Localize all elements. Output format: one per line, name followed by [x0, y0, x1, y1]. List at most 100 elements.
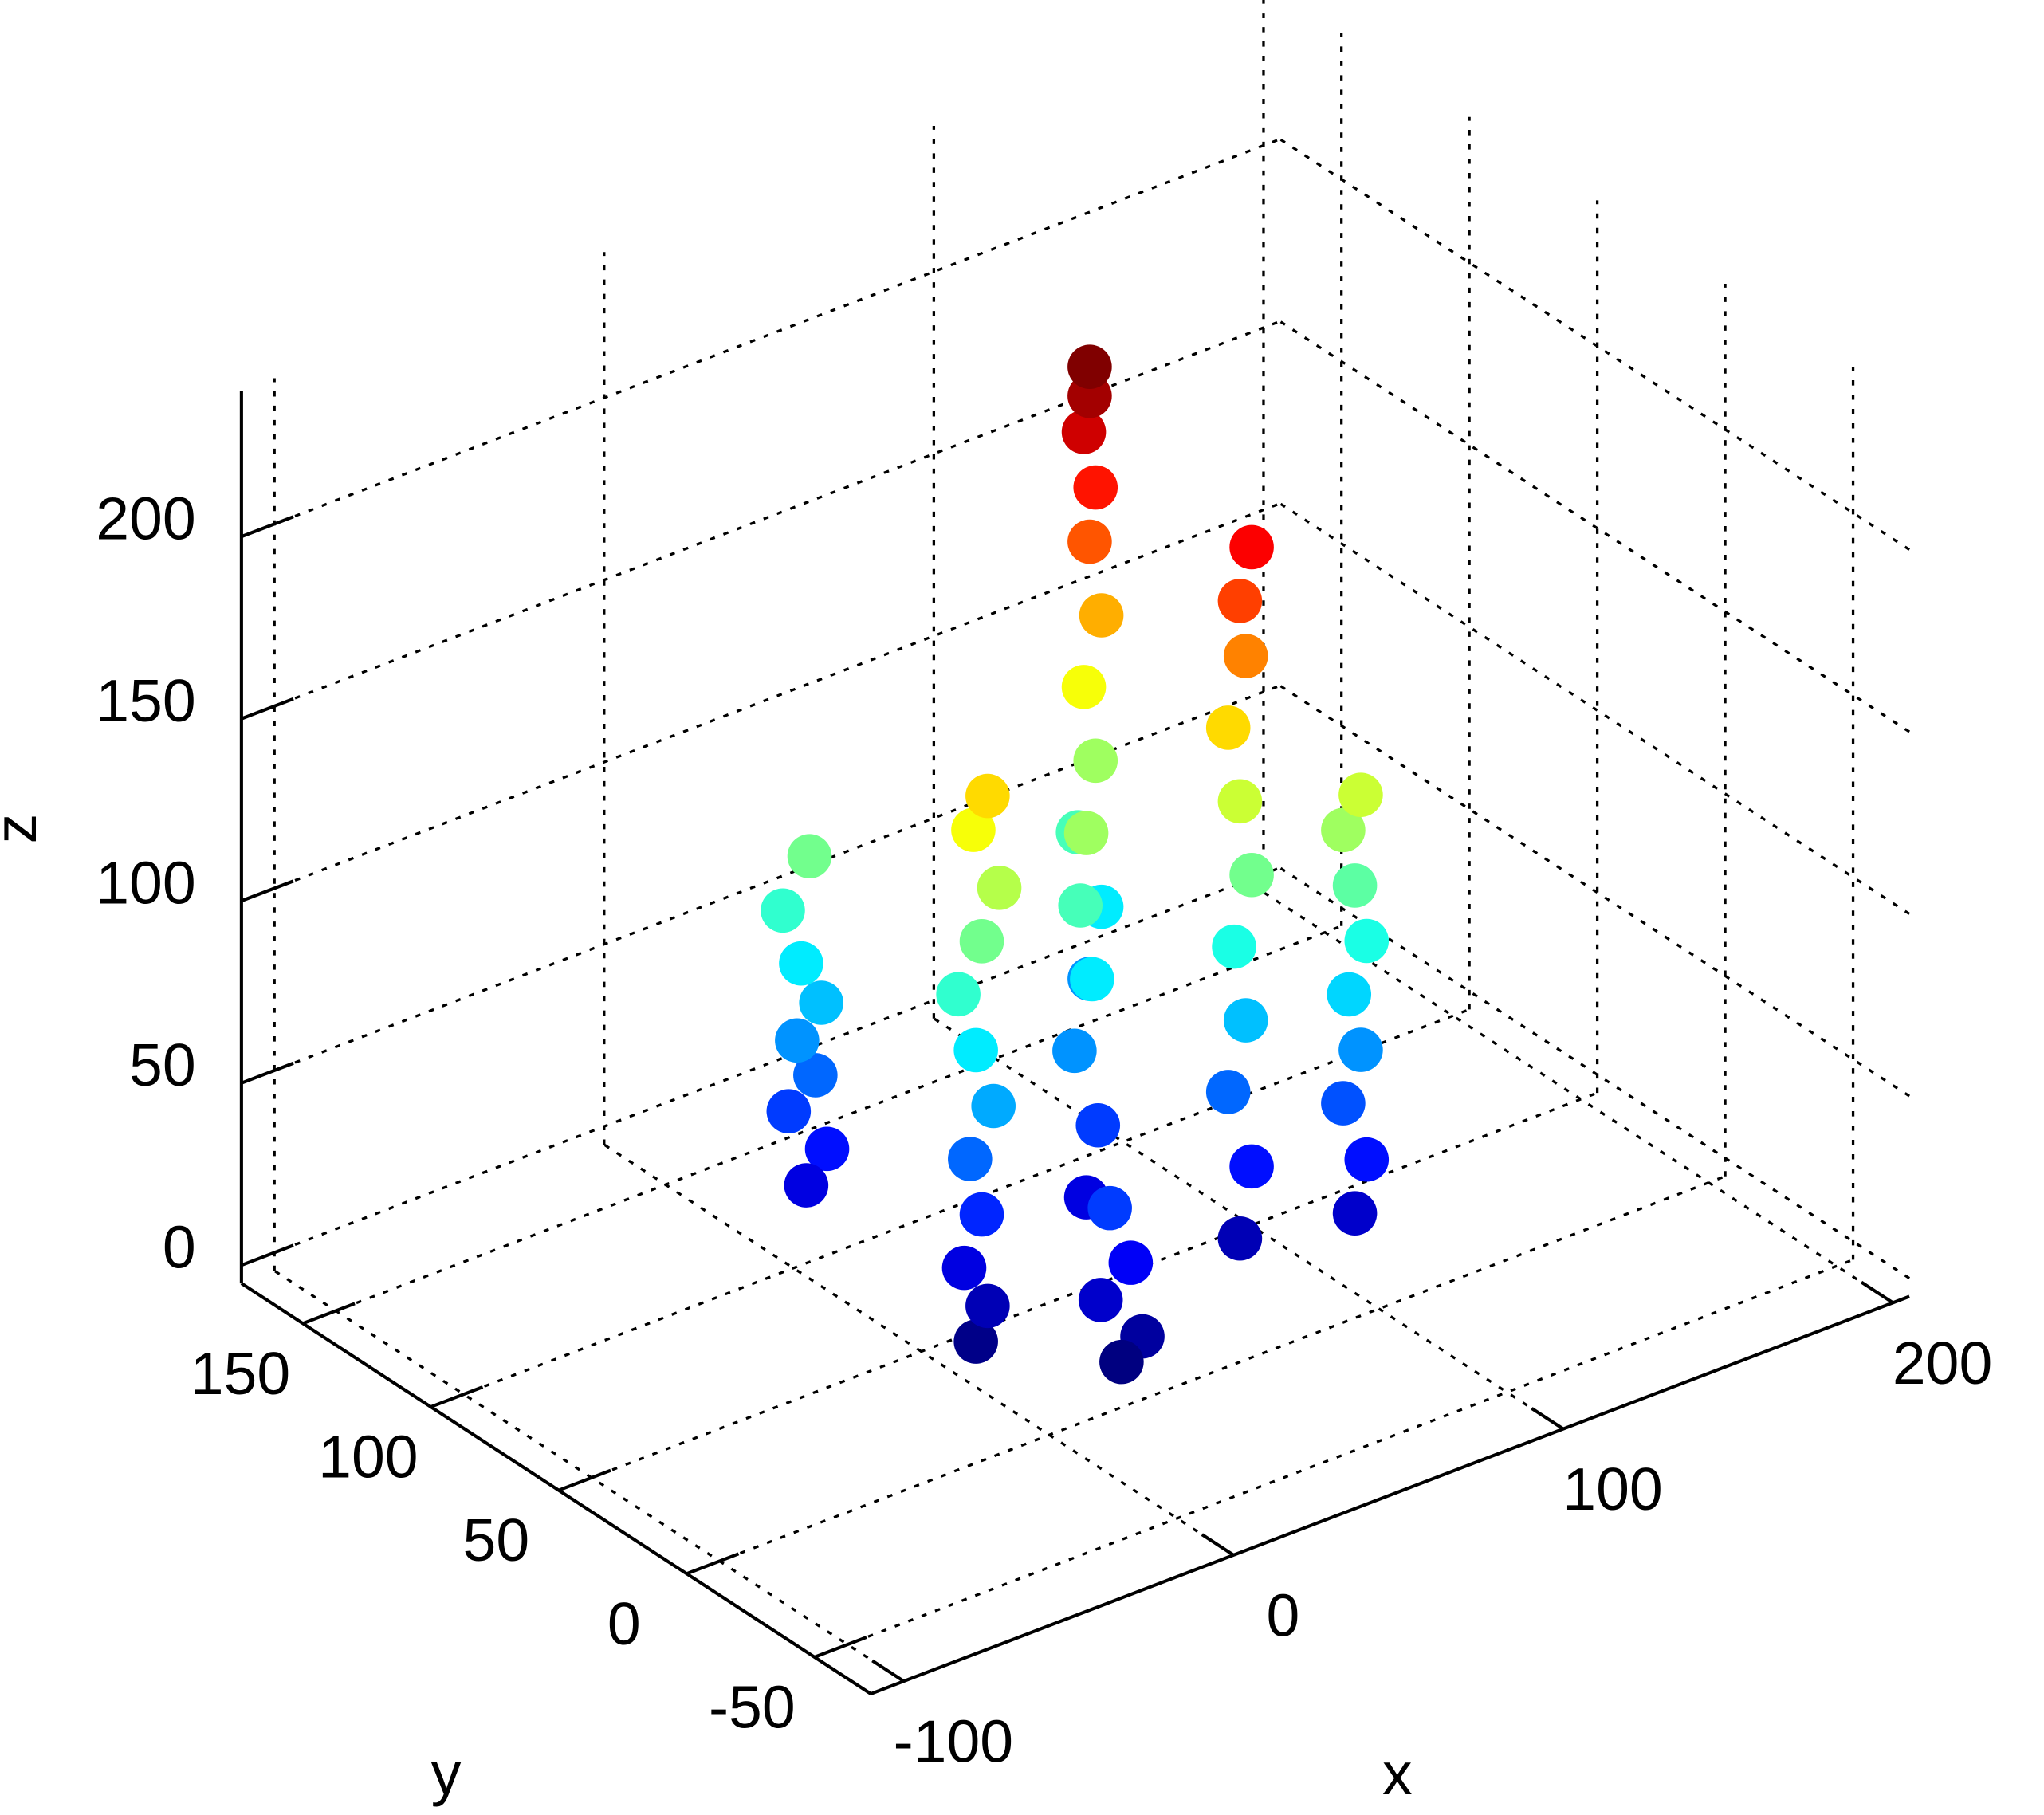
- point: [959, 919, 1004, 964]
- x-tick: [1860, 1280, 1894, 1305]
- y-axis: [240, 1282, 872, 1695]
- point: [1217, 779, 1263, 824]
- point: [1087, 1185, 1132, 1231]
- y-tick-label: 150: [191, 1340, 290, 1407]
- y-tick: [558, 1468, 611, 1492]
- point: [1344, 1137, 1390, 1182]
- point: [953, 1027, 998, 1073]
- point: [948, 1137, 993, 1181]
- point: [1229, 852, 1274, 898]
- x-tick-label: 200: [1893, 1330, 1992, 1397]
- point: [1332, 1191, 1378, 1236]
- grid-line: [1279, 320, 1911, 733]
- point: [761, 888, 805, 933]
- grid-line: [241, 138, 1281, 538]
- point: [941, 1245, 987, 1291]
- z-axis-label: z: [0, 814, 49, 844]
- point: [1061, 665, 1107, 709]
- point: [953, 1319, 998, 1364]
- z-tick: [241, 1243, 294, 1267]
- z-tick-label: 0: [163, 1214, 196, 1281]
- point: [1217, 579, 1263, 623]
- x-tick: [871, 1659, 905, 1683]
- point: [1344, 918, 1390, 964]
- point: [1205, 705, 1251, 750]
- point: [1099, 1339, 1144, 1385]
- point: [951, 807, 996, 852]
- point: [971, 1083, 1016, 1129]
- z-tick-label: 200: [96, 485, 195, 552]
- point: [1058, 883, 1103, 928]
- point: [1327, 972, 1372, 1017]
- grid-line: [241, 684, 1281, 1085]
- point: [1108, 1240, 1154, 1285]
- z-tick-label: 50: [129, 1031, 196, 1098]
- grid-line: [1279, 866, 1911, 1279]
- y-tick: [430, 1385, 484, 1408]
- point: [977, 866, 1022, 910]
- point: [1078, 1278, 1123, 1322]
- point: [1223, 634, 1268, 678]
- point: [1321, 807, 1366, 853]
- x-axis: [870, 1294, 1910, 1695]
- point: [1338, 772, 1383, 817]
- y-tick: [686, 1552, 740, 1576]
- grid-line: [1263, 891, 1894, 1304]
- point: [1338, 1027, 1383, 1072]
- y-tick-label: 100: [318, 1423, 418, 1490]
- grid-line: [273, 1269, 905, 1683]
- z-tick: [241, 879, 294, 903]
- point: [1212, 924, 1256, 969]
- point: [965, 1283, 1010, 1329]
- point: [1332, 863, 1378, 908]
- point: [766, 1089, 812, 1133]
- z-tick-label: 100: [96, 850, 195, 917]
- grid-line: [430, 1008, 1470, 1408]
- grid-line: [603, 1143, 1235, 1557]
- z-tick: [241, 515, 294, 539]
- point: [1075, 1102, 1121, 1148]
- grid-line: [1279, 684, 1911, 1098]
- grid-line: [241, 320, 1281, 721]
- y-tick: [814, 1636, 867, 1659]
- point: [1052, 1028, 1097, 1074]
- point: [779, 941, 823, 986]
- point: [936, 972, 981, 1017]
- grid-line: [241, 502, 1281, 902]
- x-tick: [1201, 1533, 1235, 1557]
- point: [1229, 1144, 1274, 1189]
- y-tick-label: 0: [607, 1590, 641, 1657]
- point: [1063, 811, 1109, 855]
- point: [804, 1126, 850, 1172]
- point: [1229, 524, 1274, 570]
- grid-line: [558, 1091, 1598, 1492]
- point: [1073, 465, 1118, 510]
- point: [799, 980, 843, 1025]
- y-tick: [302, 1302, 356, 1326]
- point: [1217, 1216, 1263, 1261]
- y-tick-label: 50: [463, 1507, 530, 1573]
- x-tick-label: 100: [1562, 1456, 1662, 1522]
- point: [1070, 957, 1114, 1002]
- point: [1223, 998, 1268, 1043]
- y-tick-label: -50: [709, 1673, 796, 1740]
- z-tick: [241, 697, 294, 721]
- point: [965, 773, 1010, 819]
- y-axis-label: y: [431, 1740, 462, 1807]
- point: [775, 1018, 820, 1063]
- x-tick-label: -100: [894, 1708, 1014, 1775]
- point: [1205, 1070, 1251, 1114]
- x-tick-label: 0: [1267, 1581, 1300, 1648]
- point: [1067, 344, 1112, 389]
- point: [959, 1192, 1004, 1237]
- point: [1079, 593, 1124, 638]
- point: [787, 834, 832, 878]
- z-tick-label: 150: [96, 667, 195, 734]
- point: [1061, 410, 1107, 454]
- point: [1321, 1081, 1366, 1126]
- grid-line: [1279, 138, 1911, 551]
- grid-line: [1279, 502, 1911, 915]
- point: [1067, 519, 1112, 564]
- point: [1073, 738, 1118, 784]
